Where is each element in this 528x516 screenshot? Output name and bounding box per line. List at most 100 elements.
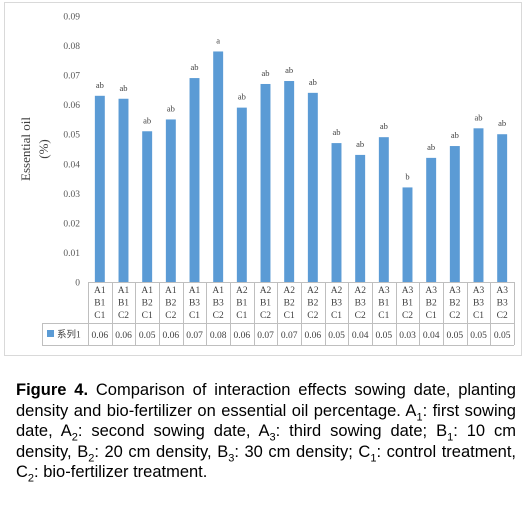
category-label: A2: [307, 286, 319, 296]
table-value: 0.05: [447, 331, 464, 341]
significance-letter: a: [216, 35, 220, 45]
category-label: C1: [189, 311, 200, 321]
category-label: B2: [307, 299, 318, 309]
significance-letter: ab: [190, 62, 198, 72]
category-label: C2: [118, 311, 129, 321]
bar: [189, 78, 200, 282]
y-axis-unit: (%): [36, 139, 51, 159]
y-tick-label: 0: [75, 279, 80, 289]
bar: [355, 154, 366, 282]
figure-caption: Figure 4. Comparison of interaction effe…: [16, 381, 516, 485]
bar: [402, 187, 413, 282]
bar: [142, 131, 153, 282]
category-label: C2: [449, 311, 460, 321]
category-label: B3: [497, 299, 508, 309]
category-label: C2: [355, 311, 366, 321]
caption-label: Figure 4.: [16, 381, 89, 399]
category-label: A1: [212, 286, 224, 296]
table-value: 0.05: [139, 331, 156, 341]
category-label: C1: [331, 311, 342, 321]
significance-letter: ab: [238, 92, 246, 102]
category-label: B3: [355, 299, 366, 309]
significance-letter: ab: [427, 142, 435, 152]
category-label: C2: [165, 311, 176, 321]
table-value: 0.05: [470, 331, 487, 341]
category-label: A3: [473, 286, 485, 296]
significance-letter: ab: [119, 83, 127, 93]
significance-letter: ab: [474, 112, 482, 122]
bar: [378, 137, 389, 282]
significance-letter: ab: [498, 118, 506, 128]
category-label: B3: [189, 299, 200, 309]
significance-letter: ab: [285, 65, 293, 75]
y-tick-label: 0.08: [63, 42, 80, 52]
significance-letter: b: [405, 171, 409, 181]
bar: [449, 146, 460, 282]
table-value: 0.06: [115, 331, 132, 341]
category-label: C1: [236, 311, 247, 321]
table-value: 0.07: [257, 331, 274, 341]
y-tick-label: 0.04: [63, 160, 80, 170]
table-value: 0.06: [163, 331, 180, 341]
significance-letter: ab: [143, 115, 151, 125]
y-tick-label: 0.07: [63, 72, 80, 82]
category-label: A1: [118, 286, 130, 296]
bar: [213, 51, 224, 282]
table-value: 0.04: [352, 331, 369, 341]
category-label: C1: [284, 311, 295, 321]
category-label: A2: [354, 286, 366, 296]
bar: [165, 119, 176, 282]
y-axis-title: Essential oil: [18, 117, 33, 181]
category-label: C1: [426, 311, 437, 321]
significance-letter: ab: [96, 80, 104, 90]
category-label: C1: [378, 311, 389, 321]
table-value: 0.07: [186, 331, 203, 341]
category-label: B2: [142, 299, 153, 309]
table-value: 0.05: [494, 331, 511, 341]
bar: [331, 143, 342, 282]
category-label: C2: [497, 311, 508, 321]
category-label: C2: [402, 311, 413, 321]
category-label: C1: [94, 311, 105, 321]
table-value: 0.03: [399, 331, 416, 341]
category-label: B1: [260, 299, 271, 309]
y-tick-label: 0.06: [63, 101, 80, 111]
category-label: B1: [402, 299, 413, 309]
category-label: B1: [94, 299, 105, 309]
category-label: B2: [165, 299, 176, 309]
chart-border: [4, 2, 522, 356]
category-label: A3: [402, 286, 414, 296]
significance-letter: ab: [332, 127, 340, 137]
category-label: B3: [331, 299, 342, 309]
table-value: 0.06: [305, 331, 322, 341]
category-label: A1: [165, 286, 177, 296]
category-label: A1: [141, 286, 153, 296]
category-label: B3: [473, 299, 484, 309]
category-label: A3: [449, 286, 461, 296]
bar: [426, 157, 437, 282]
bar: [260, 83, 271, 282]
category-label: B3: [213, 299, 224, 309]
category-label: A2: [236, 286, 248, 296]
category-label: A2: [260, 286, 272, 296]
table-value: 0.06: [234, 331, 251, 341]
table-value: 0.05: [376, 331, 393, 341]
significance-letter: ab: [380, 121, 388, 131]
category-label: C2: [213, 311, 224, 321]
table-value: 0.07: [281, 331, 298, 341]
y-tick-label: 0.09: [63, 13, 80, 23]
significance-letter: ab: [309, 77, 317, 87]
category-label: A3: [425, 286, 437, 296]
category-label: A2: [283, 286, 295, 296]
bar-chart: 0 0.01 0.02 0.03 0.04 0.05 0.06 0.07 0.08 0.09 Ess…: [4, 2, 522, 356]
significance-letter: ab: [451, 130, 459, 140]
table-value: 0.04: [423, 331, 440, 341]
significance-letter: ab: [261, 68, 269, 78]
category-label: B2: [426, 299, 437, 309]
bar: [473, 128, 484, 282]
category-label: B2: [449, 299, 460, 309]
category-label: C1: [473, 311, 484, 321]
chart-area: 0 0.01 0.02 0.03 0.04 0.05 0.06 0.07 0.08 0.09 Ess…: [4, 2, 522, 356]
legend-swatch: [47, 330, 54, 337]
category-label: B2: [284, 299, 295, 309]
